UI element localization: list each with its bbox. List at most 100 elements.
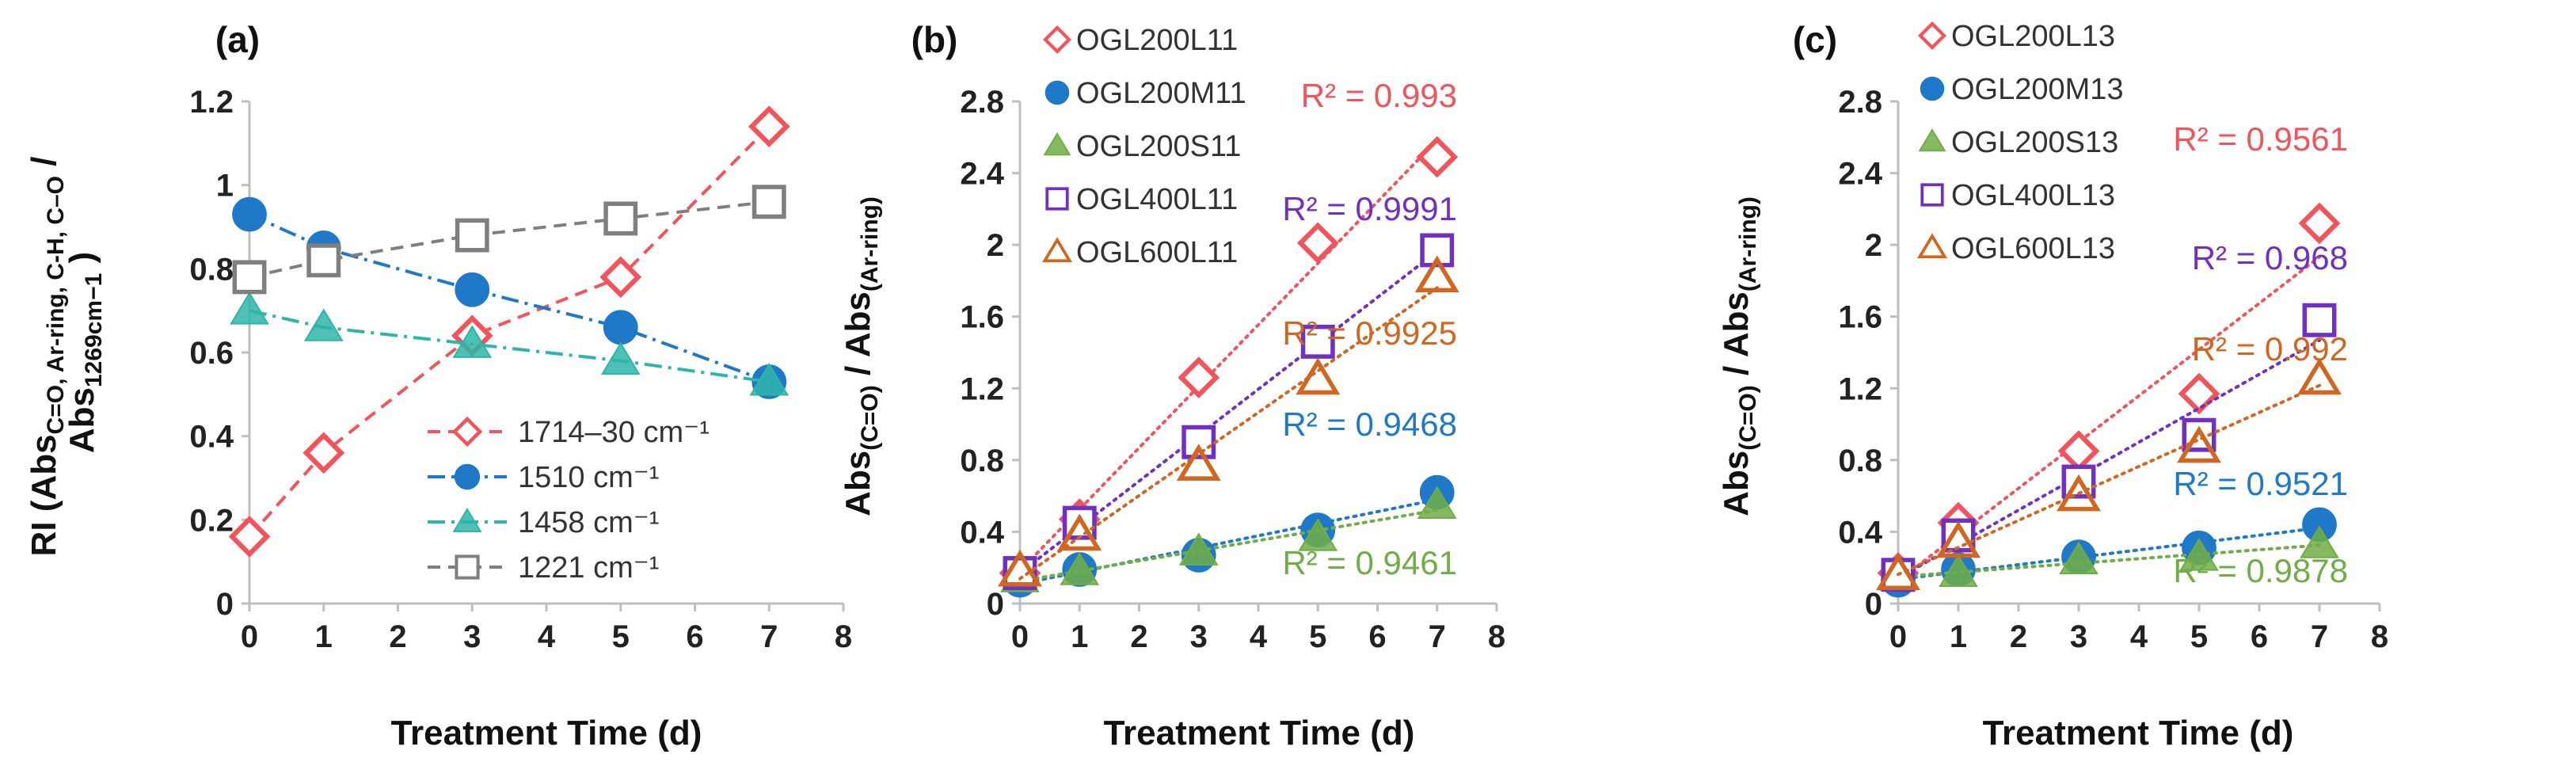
data-point (232, 260, 267, 295)
data-point (230, 291, 269, 325)
data-point (2300, 525, 2339, 558)
y-tick-label: 2.8 (1838, 85, 1882, 120)
panel-a-legend: 1714–30 cm⁻¹ 1510 cm⁻¹ 1458 cm⁻¹ 1221 cm⁻¹ (428, 416, 710, 585)
data-point (228, 516, 271, 558)
x-tick-label: 3 (2070, 619, 2087, 654)
x-tick-label: 5 (1309, 619, 1326, 654)
r-squared-label: R² = 0.9561 (2173, 120, 2348, 158)
series-1458 cm⁻¹ (230, 291, 790, 396)
legend-marker (1041, 237, 1073, 263)
x-tick-label: 3 (463, 619, 481, 654)
legend-marker (1044, 80, 1070, 105)
x-tick-label: 6 (1368, 619, 1386, 654)
data-point (1057, 513, 1102, 551)
legend-marker (1916, 233, 1948, 259)
legend-marker (1920, 183, 1944, 207)
data-point (751, 185, 786, 219)
panel-a-x-axis-title: Treatment Time (d) (391, 714, 702, 752)
data-point (2178, 372, 2220, 415)
data-point (232, 196, 267, 232)
y-tick-label: 1.6 (1838, 300, 1882, 335)
y-tick-label: 2.8 (960, 85, 1004, 120)
legend-entry: 1458 cm⁻¹ (518, 506, 659, 539)
x-tick-label: 2 (2010, 619, 2027, 654)
x-tick-label: 2 (389, 619, 406, 654)
y-tick-label: 1.6 (960, 300, 1004, 335)
data-point (306, 243, 341, 278)
legend-marker (1043, 25, 1071, 54)
legend-entry: OGL200S11 (1076, 130, 1241, 163)
data-point (600, 341, 641, 375)
r-squared-label: R² = 0.993 (1301, 77, 1457, 114)
panel-b: 0 0.4 0.8 1.2 1.6 2 2.4 2.8 0 1 2 3 4 5 6 7 8 Treatment T… (839, 19, 1505, 752)
data-point (1181, 425, 1216, 459)
data-point (1414, 255, 1459, 293)
data-point (599, 256, 642, 299)
data-point (2057, 430, 2100, 472)
data-point (455, 272, 490, 307)
y-tick-label: 0 (987, 587, 1004, 622)
x-tick-label: 3 (1190, 619, 1208, 654)
r-squared-label: R² = 0.9461 (1282, 544, 1457, 581)
panel-a-y-axis-title-line2: Abs1269cm−1 ) (63, 252, 107, 453)
trendline (1018, 139, 1439, 573)
panel-b-legend: OGL200L11 OGL200M11 OGL200S11 OGL400L11 OGL6… (1041, 24, 1246, 269)
y-tick-label: 2 (1865, 228, 1882, 263)
x-tick-label: 1 (1950, 619, 1967, 654)
legend-entry: OGL200L13 (1951, 20, 2115, 53)
data-point (1060, 552, 1100, 585)
x-tick-label: 2 (1130, 619, 1147, 654)
legend-entry: 1510 cm⁻¹ (518, 461, 659, 494)
data-point (2057, 474, 2101, 512)
data-point (1417, 486, 1457, 519)
legend-entry: OGL200M13 (1951, 73, 2124, 106)
data-point (1298, 518, 1338, 551)
data-point (1416, 135, 1459, 178)
y-tick-label: 2.4 (960, 157, 1004, 192)
panel-c: 0 0.4 0.8 1.2 1.6 2 2.4 2.8 0 1 2 3 4 5 6 7 8 Treatment T… (1717, 19, 2388, 752)
x-tick-label: 8 (835, 619, 852, 654)
legend-marker (1918, 128, 1946, 152)
y-tick-label: 0.8 (189, 252, 234, 287)
panel-b-label: (b) (911, 19, 958, 60)
legend-entry: OGL400L13 (1951, 179, 2115, 212)
series-1221 cm⁻¹ (232, 185, 786, 295)
r-squared-label: R² = 0.9991 (1282, 190, 1457, 227)
legend-marker (1920, 76, 1945, 101)
trendline (1897, 383, 2321, 577)
data-point (1300, 324, 1335, 359)
x-tick-label: 5 (612, 619, 630, 654)
series-OGL600L11: R² = 0.9925 (998, 255, 1459, 587)
series-OGL200L13: R² = 0.9561 (1877, 120, 2348, 594)
y-tick-label: 1.2 (960, 371, 1004, 406)
legend-marker (452, 508, 482, 532)
data-point (2059, 541, 2098, 575)
panel-a-y-axis-title: RI (AbsC=O, Ar-ring, C-H, C–O / (25, 157, 69, 557)
x-tick-label: 5 (2190, 619, 2208, 654)
data-point (2298, 202, 2341, 245)
x-tick-label: 7 (1429, 619, 1446, 654)
y-tick-label: 2.4 (1838, 157, 1882, 192)
panel-c-y-axis-title: Abs(C=O) / Abs(Ar-ring) (1717, 196, 1761, 516)
y-tick-label: 0.8 (1838, 444, 1882, 478)
data-point (998, 549, 1042, 587)
data-point (1296, 357, 1341, 395)
legend-entry: OGL400L11 (1076, 183, 1238, 216)
y-tick-label: 1.2 (189, 85, 234, 120)
x-tick-label: 0 (241, 619, 258, 654)
legend-marker (454, 463, 481, 490)
legend-marker (1045, 187, 1069, 211)
panel-a-label: (a) (215, 19, 260, 60)
legend-entry: 1221 cm⁻¹ (518, 551, 659, 585)
x-tick-label: 0 (1011, 619, 1029, 654)
x-tick-label: 6 (2251, 619, 2268, 654)
x-tick-label: 7 (760, 619, 778, 654)
data-point (603, 310, 638, 345)
data-point (2297, 357, 2342, 395)
data-point (1178, 356, 1220, 399)
series-OGL200S11: R² = 0.9461 (1000, 486, 1457, 592)
x-tick-label: 4 (2130, 619, 2148, 654)
legend-marker (455, 554, 480, 580)
data-point (1939, 554, 1978, 588)
